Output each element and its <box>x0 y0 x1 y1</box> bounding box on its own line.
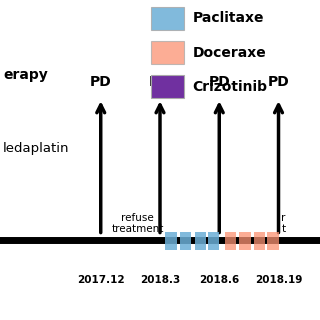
Text: Crizotinib: Crizotinib <box>193 80 268 94</box>
Text: 2018.3: 2018.3 <box>140 276 180 285</box>
Text: refuse
treatment: refuse treatment <box>111 212 164 234</box>
Bar <box>208 232 219 250</box>
Bar <box>151 7 184 30</box>
Bar <box>165 232 177 250</box>
Bar <box>254 232 266 250</box>
Bar <box>225 232 236 250</box>
Bar <box>239 232 251 250</box>
Text: erapy: erapy <box>3 68 48 83</box>
Text: Doceraxe: Doceraxe <box>193 45 266 60</box>
Text: 2017.12: 2017.12 <box>77 276 124 285</box>
Bar <box>267 232 278 250</box>
Bar <box>151 76 184 98</box>
Text: 2018.6: 2018.6 <box>199 276 239 285</box>
Text: PD: PD <box>149 75 171 89</box>
Text: PD: PD <box>208 75 230 89</box>
Bar <box>151 41 184 64</box>
Text: ledaplatin: ledaplatin <box>3 142 69 155</box>
Bar <box>180 232 191 250</box>
Text: Paclitaxe: Paclitaxe <box>193 11 264 25</box>
Text: 2018.19: 2018.19 <box>255 276 302 285</box>
Text: PD: PD <box>90 75 112 89</box>
Text: PD: PD <box>268 75 289 89</box>
Text: r
t: r t <box>282 212 286 234</box>
Bar <box>195 232 206 250</box>
